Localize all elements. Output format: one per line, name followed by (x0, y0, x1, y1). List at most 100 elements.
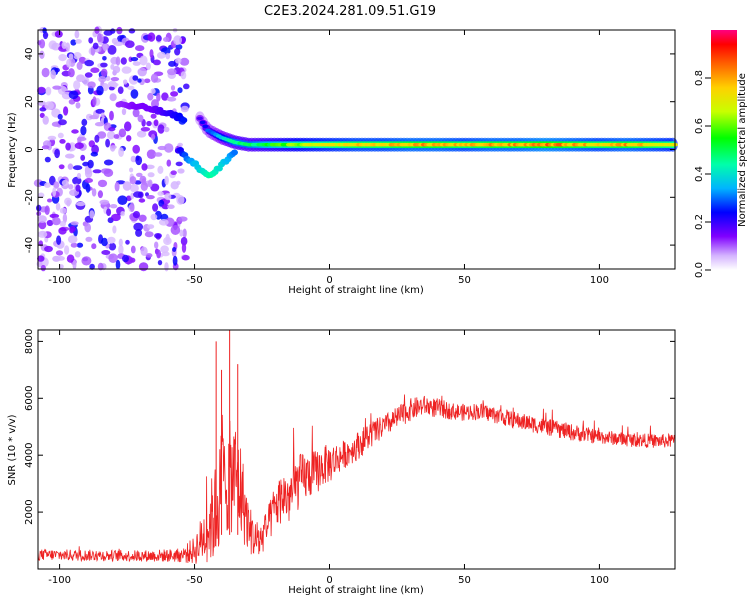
heatmap-cell (100, 62, 108, 68)
heatmap-cell (173, 35, 183, 46)
heatmap-cell (150, 88, 156, 94)
heatmap-cell (113, 134, 120, 139)
heatmap-cell (135, 228, 143, 237)
heatmap-cell (85, 236, 93, 242)
heatmap-cell (118, 244, 124, 255)
heatmap-cell (146, 195, 155, 200)
heatmap-cell (165, 217, 175, 227)
heatmap-cell (84, 59, 94, 67)
heatmap-cell (67, 163, 74, 170)
heatmap-cell (127, 85, 135, 90)
spectrogram-heatmap (33, 25, 678, 272)
y-tick-label: -20 (24, 189, 35, 205)
heatmap-cell (109, 204, 118, 209)
heatmap-cell (150, 113, 157, 119)
heatmap-cell (122, 181, 132, 191)
heatmap-cell (110, 77, 120, 82)
x-tick-label: 50 (458, 275, 471, 286)
heatmap-cell (42, 115, 49, 125)
heatmap-cell (130, 155, 137, 163)
heatmap-cell (61, 41, 67, 49)
heatmap-cell (56, 256, 65, 261)
heatmap-cell (84, 223, 91, 233)
heatmap-cell (147, 92, 154, 101)
heatmap-cell (182, 228, 187, 238)
heatmap-cell (147, 172, 155, 178)
heatmap-cell (55, 202, 61, 211)
heatmap-cell (103, 159, 114, 166)
x-tick-label: -50 (186, 575, 202, 586)
heatmap-cell (37, 86, 46, 94)
heatmap-cell (44, 205, 50, 215)
heatmap-cell (91, 188, 97, 197)
heatmap-cell (164, 262, 169, 272)
heatmap-cell (107, 130, 115, 140)
heatmap-cell (150, 183, 160, 192)
snr-x-axis: -100 -50 0 50 100 (48, 330, 609, 586)
heatmap-cell (138, 262, 149, 272)
heatmap-cell (97, 179, 108, 188)
heatmap-cell (129, 184, 139, 193)
heatmap-cell (170, 181, 179, 190)
heatmap-cell (87, 159, 94, 169)
heatmap-cell (52, 217, 61, 226)
heatmap-cell (107, 45, 117, 55)
x-tick-label: 0 (326, 275, 332, 286)
heatmap-cell (118, 238, 123, 247)
heatmap-cell (44, 156, 51, 163)
heatmap-cell (44, 245, 53, 253)
heatmap-cell (102, 43, 108, 52)
heatmap-cell (175, 161, 183, 167)
heatmap-cell (158, 219, 169, 226)
heatmap-cell (88, 37, 94, 44)
heatmap-cell (144, 78, 151, 84)
colorbar-label: Normalized spectral amplitude (737, 73, 748, 227)
heatmap-cell (112, 65, 121, 74)
heatmap-cell (41, 67, 50, 78)
heatmap-cell (59, 207, 67, 214)
heatmap-cell (146, 120, 152, 127)
heatmap-cell (102, 83, 109, 92)
heatmap-cell (135, 155, 143, 166)
heatmap-cell (81, 118, 88, 126)
heatmap-cell (108, 242, 117, 251)
y-tick-label: 6000 (24, 386, 35, 411)
spectrogram-xlabel: Height of straight line (km) (288, 285, 424, 296)
heatmap-cell (102, 56, 107, 61)
heatmap-cell (37, 192, 45, 199)
heatmap-cell (85, 183, 91, 193)
heatmap-cell (97, 131, 107, 139)
heatmap-cell (100, 112, 105, 118)
heatmap-cell (76, 172, 82, 179)
heatmap-cell (179, 229, 184, 237)
heatmap-cell (52, 85, 62, 90)
y-tick-label: 40 (24, 48, 35, 61)
heatmap-cell (156, 92, 161, 102)
heatmap-cell (68, 53, 74, 60)
heatmap-cell (101, 250, 111, 255)
x-tick-label: -50 (186, 275, 202, 286)
spectrogram-ylabel: Frequency (Hz) (7, 112, 18, 188)
heatmap-cell (76, 61, 83, 70)
heatmap-cell (145, 253, 153, 258)
heatmap-cell (59, 139, 66, 144)
heatmap-cell (94, 122, 105, 127)
heatmap-cell (202, 124, 209, 129)
heatmap-cell (156, 51, 166, 59)
heatmap-cell (106, 208, 112, 216)
heatmap-cell (132, 75, 139, 81)
heatmap-cell (39, 112, 45, 118)
heatmap-cell (164, 193, 172, 201)
heatmap-cell (196, 116, 203, 121)
heatmap-cell (111, 213, 121, 222)
heatmap-cell (58, 54, 67, 62)
heatmap-cell (141, 163, 148, 171)
heatmap-cell (137, 67, 147, 77)
heatmap-cell (36, 204, 42, 212)
heatmap-cell (50, 69, 56, 80)
heatmap-cell (174, 48, 181, 56)
heatmap-cell (64, 245, 70, 255)
heatmap-cell (170, 170, 177, 175)
heatmap-cell (115, 259, 121, 270)
heatmap-cell (157, 124, 165, 134)
